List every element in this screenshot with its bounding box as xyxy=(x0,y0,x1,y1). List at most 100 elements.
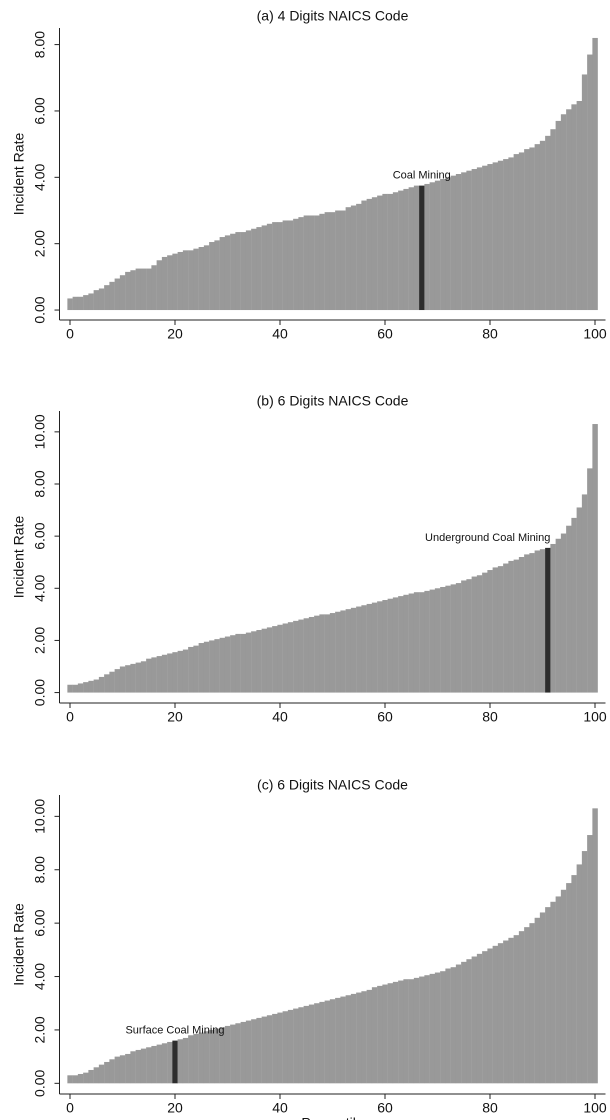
bar xyxy=(461,172,467,311)
bar xyxy=(555,896,562,1084)
bar xyxy=(419,592,425,693)
bar xyxy=(560,533,567,693)
bar xyxy=(298,619,304,693)
bar xyxy=(140,268,147,311)
bar xyxy=(335,210,341,311)
bar xyxy=(156,656,163,693)
bar xyxy=(230,1024,236,1084)
y-tick-label: 8.00 xyxy=(32,31,48,58)
bar xyxy=(77,1073,84,1084)
bar xyxy=(513,935,520,1084)
bar xyxy=(93,290,100,311)
bar xyxy=(440,971,446,1084)
y-tick-label: 10.00 xyxy=(32,799,48,834)
bar xyxy=(476,575,483,693)
bar xyxy=(88,680,94,693)
bar xyxy=(392,597,399,693)
bar xyxy=(471,576,478,693)
bar xyxy=(587,54,593,311)
bar xyxy=(492,162,499,311)
bar xyxy=(261,225,268,311)
bar xyxy=(277,624,283,693)
bar xyxy=(508,560,514,693)
bar xyxy=(340,210,346,311)
bar xyxy=(345,207,352,311)
annotation: Surface Coal Mining xyxy=(125,1025,224,1037)
bar xyxy=(219,637,226,693)
bar xyxy=(251,1019,257,1084)
y-tick-label: 2.00 xyxy=(32,1016,48,1043)
bar xyxy=(361,991,367,1084)
bar xyxy=(140,661,147,693)
bar xyxy=(445,585,451,693)
bar xyxy=(382,600,388,693)
x-tick-label: 40 xyxy=(272,1100,288,1116)
bar xyxy=(366,198,373,311)
bar xyxy=(324,1000,331,1084)
bar xyxy=(524,149,530,311)
bar xyxy=(539,140,546,311)
x-tick-label: 80 xyxy=(482,709,498,725)
bar xyxy=(198,643,205,693)
bar xyxy=(293,620,299,693)
x-tick-label: 0 xyxy=(66,1100,74,1116)
bar xyxy=(72,684,79,693)
bar xyxy=(497,160,504,311)
bar xyxy=(576,864,583,1084)
bar xyxy=(266,627,273,693)
bar xyxy=(93,1067,100,1084)
bar xyxy=(513,154,520,311)
bar xyxy=(293,218,299,311)
bar xyxy=(67,684,73,693)
bar xyxy=(182,649,189,693)
bar xyxy=(581,494,588,693)
bar xyxy=(429,589,436,693)
bar xyxy=(177,1039,184,1084)
bar xyxy=(419,976,425,1084)
bar xyxy=(445,968,451,1084)
bar xyxy=(539,549,546,693)
x-tick-label: 80 xyxy=(482,326,498,342)
bar xyxy=(350,993,357,1084)
bar xyxy=(508,157,514,311)
bar xyxy=(319,213,325,311)
bar xyxy=(77,296,84,311)
bar xyxy=(550,901,556,1084)
bar xyxy=(203,245,210,311)
bar xyxy=(83,682,89,693)
bar xyxy=(335,611,341,693)
bar xyxy=(518,557,525,693)
bar xyxy=(508,937,514,1084)
bar xyxy=(413,592,420,693)
bar xyxy=(440,586,446,693)
bar xyxy=(450,175,457,311)
bar xyxy=(308,215,315,311)
bar xyxy=(534,917,541,1084)
bar xyxy=(177,650,184,693)
bar xyxy=(319,1001,325,1084)
bar xyxy=(319,614,325,693)
bar xyxy=(555,120,562,311)
bar xyxy=(219,237,226,311)
bar xyxy=(534,144,541,311)
bar xyxy=(308,616,315,693)
bar xyxy=(371,602,378,693)
bar xyxy=(450,584,457,693)
bar xyxy=(345,995,352,1084)
bar xyxy=(177,251,184,311)
bar xyxy=(592,424,598,693)
bar xyxy=(592,808,598,1084)
bar xyxy=(167,1041,173,1084)
bar xyxy=(266,223,273,311)
y-tick-label: 0.00 xyxy=(32,1069,48,1096)
y-tick-label: 6.00 xyxy=(32,97,48,124)
bar xyxy=(235,232,241,311)
bar xyxy=(424,975,430,1084)
bar xyxy=(167,653,173,693)
x-tick-label: 40 xyxy=(272,326,288,342)
bar xyxy=(72,296,79,311)
bar xyxy=(209,640,215,693)
bar xyxy=(503,940,509,1084)
y-tick-label: 10.00 xyxy=(32,414,48,449)
bar xyxy=(287,1009,294,1084)
